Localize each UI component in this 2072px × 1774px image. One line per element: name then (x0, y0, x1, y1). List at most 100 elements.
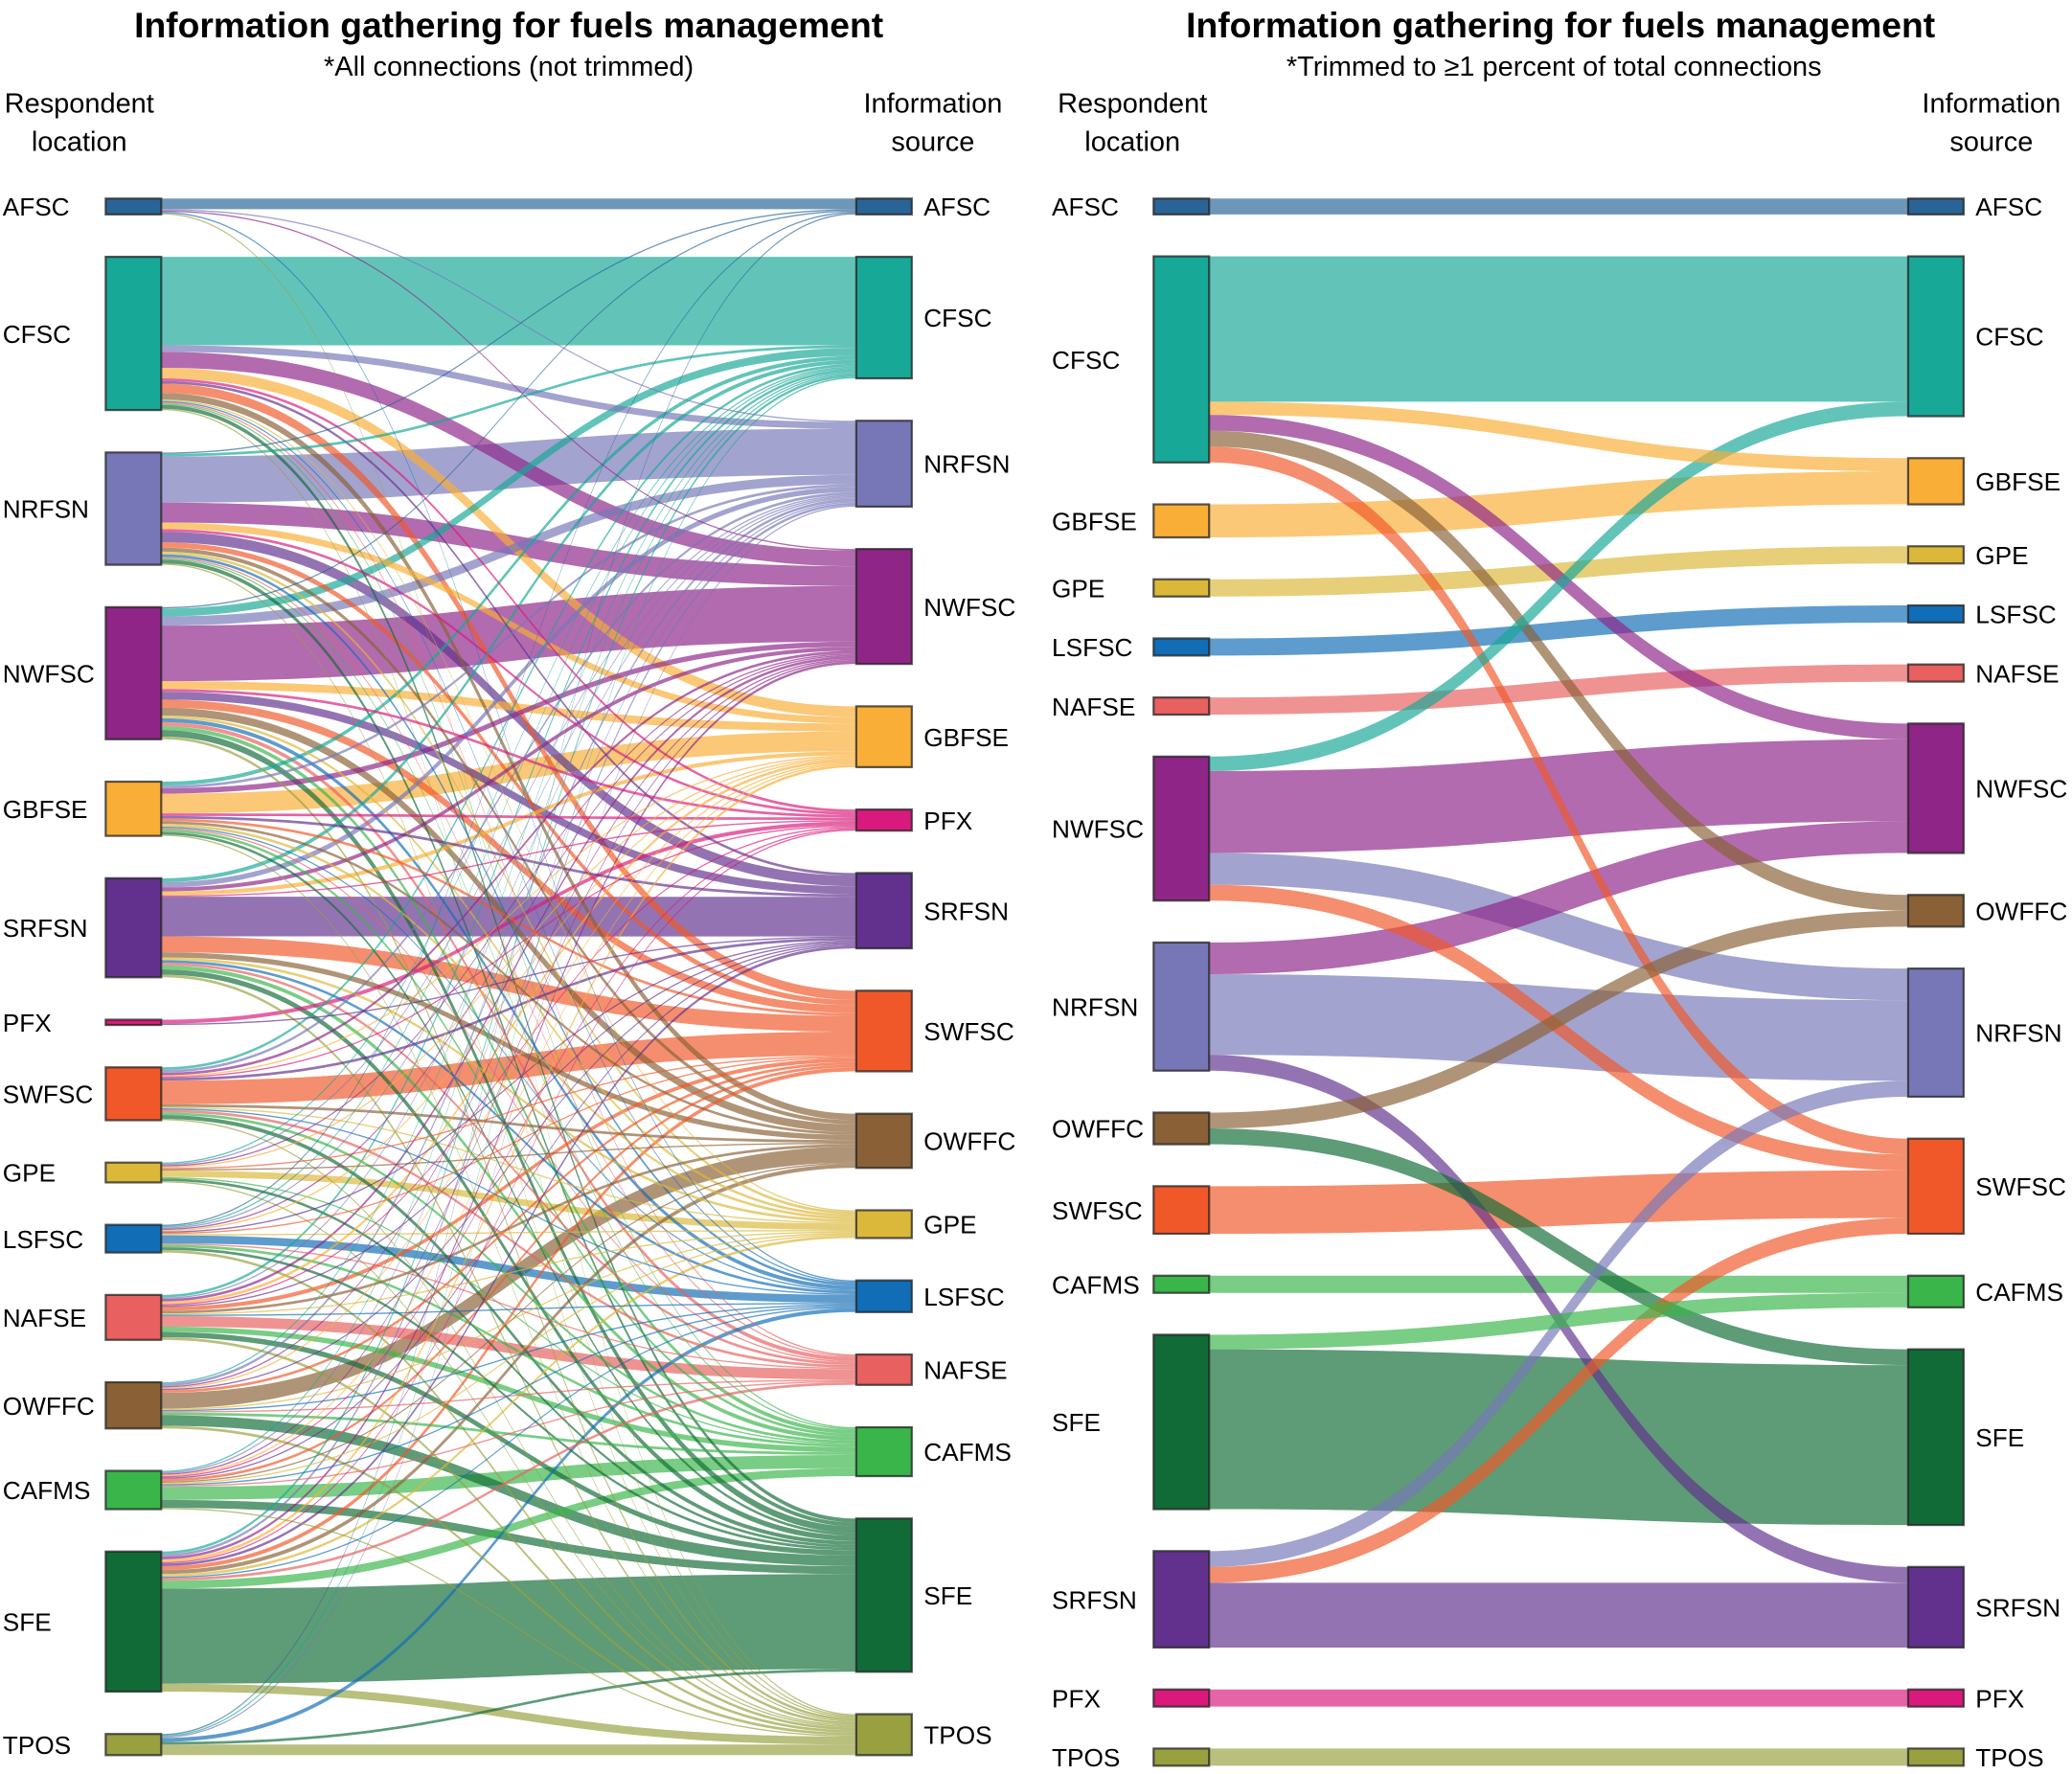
left-column-header: Respondent (1058, 89, 1207, 120)
link-cfsc-to-gbfse (1209, 401, 1908, 472)
link-nafse-to-srfsn (161, 942, 856, 1308)
right-node-label: NWFSC (923, 593, 1015, 622)
left-node-gbfse (104, 780, 163, 837)
link-gpe-to-tpos (161, 1181, 856, 1728)
link-sfe-to-tpos (161, 1683, 856, 1745)
left-node-nwfsc (1152, 755, 1211, 902)
link-nwfsc-to-nrfsn (161, 474, 856, 626)
right-node-pfx (1906, 1688, 1965, 1708)
link-cfsc-to-gpe (161, 399, 856, 1212)
link-gbfse-to-nafse (161, 828, 856, 1363)
right-node-afsc (1906, 197, 1965, 216)
link-nrfsn-to-gpe (161, 551, 856, 1215)
left-node-sfe (104, 1550, 163, 1694)
link-nafse-to-cfsc (161, 369, 856, 1298)
left-node-label: SFE (1052, 1408, 1101, 1437)
link-nafse-to-gbfse (161, 759, 856, 1305)
right-node-label: CAFMS (1975, 1278, 2063, 1307)
link-tpos-to-lsfsc (161, 1308, 856, 1742)
left-node-owffc (104, 1380, 163, 1430)
link-lsfsc-to-gbfse (161, 758, 856, 1232)
link-cafms-to-cafms (161, 1454, 856, 1500)
right-node-cfsc (854, 255, 913, 380)
link-cfsc-to-pfx (161, 378, 856, 812)
left-node-label: OWFFC (3, 1392, 95, 1421)
link-swfsc-to-gbfse (161, 755, 856, 1077)
link-nrfsn-to-swfsc (161, 542, 856, 1006)
left-node-label: CFSC (1052, 346, 1120, 375)
link-swfsc-to-tpos (161, 1119, 856, 1726)
left-node-gbfse (1152, 503, 1211, 539)
link-lsfsc-to-cafms (161, 1244, 856, 1447)
right-node-gbfse (1906, 457, 1965, 506)
left-node-nwfsc (104, 605, 163, 740)
left-node-label: TPOS (3, 1731, 71, 1760)
right-node-label: OWFFC (923, 1127, 1015, 1156)
link-sfe-to-nafse (161, 1382, 856, 1581)
left-node-swfsc (104, 1066, 163, 1122)
link-owffc-to-tpos (161, 1425, 856, 1736)
link-nrfsn-to-pfx (161, 529, 856, 815)
right-node-label: CFSC (923, 304, 991, 332)
link-gpe-to-cfsc (161, 366, 856, 1165)
right-node-label: NWFSC (1975, 775, 2067, 804)
left-node-label: SFE (3, 1608, 52, 1637)
link-sfe-to-gbfse (161, 764, 856, 1562)
right-node-label: CFSC (1975, 323, 2043, 352)
right-column-header: source (1949, 127, 2033, 158)
right-node-label: GPE (923, 1211, 976, 1240)
link-cafms-to-gpe (161, 1234, 856, 1485)
link-gbfse-to-lsfsc (161, 826, 856, 1291)
link-nrfsn-to-nafse (161, 557, 856, 1357)
link-gbfse-to-cafms (161, 829, 856, 1437)
left-node-label: PFX (1052, 1684, 1101, 1713)
link-cafms-to-srfsn (161, 944, 856, 1479)
right-node-label: SWFSC (1975, 1172, 2066, 1201)
link-cafms-to-nwfsc (161, 660, 856, 1475)
right-node-label: GBFSE (1975, 467, 2061, 496)
link-cfsc-to-nwfsc (161, 352, 856, 567)
left-node-owffc (1152, 1111, 1211, 1146)
link-lsfsc-to-srfsn (161, 940, 856, 1233)
left-node-label: AFSC (3, 193, 70, 221)
right-node-label: PFX (1975, 1684, 2024, 1713)
left-node-label: NWFSC (3, 659, 95, 688)
link-cfsc-to-nwfsc (1209, 415, 1908, 739)
link-lsfsc-to-nwfsc (161, 654, 856, 1231)
left-node-label: PFX (3, 1009, 52, 1037)
link-afsc-to-lsfsc (161, 212, 856, 1283)
link-owffc-to-gbfse (161, 762, 856, 1389)
link-lsfsc-to-swfsc (161, 1057, 856, 1235)
right-node-afsc (854, 197, 913, 216)
link-cfsc-to-owffc (161, 393, 856, 1121)
right-node-lsfsc (854, 1279, 913, 1313)
link-cfsc-to-lsfsc (161, 400, 856, 1284)
link-swfsc-to-cfsc (161, 363, 856, 1071)
link-owffc-to-sfe (1209, 1128, 1908, 1366)
right-node-nafse (854, 1353, 913, 1386)
right-node-label: OWFFC (1975, 897, 2067, 925)
link-nwfsc-to-nwfsc (161, 585, 856, 682)
link-swfsc-to-lsfsc (161, 1108, 856, 1295)
left-column-header: location (32, 127, 127, 158)
link-cfsc-to-nafse (161, 401, 856, 1356)
link-cafms-to-owffc (161, 1162, 856, 1483)
left-node-label: NAFSE (1052, 693, 1135, 721)
right-node-nwfsc (1906, 722, 1965, 854)
link-nwfsc-to-nrfsn (1209, 853, 1908, 1001)
left-node-label: SWFSC (3, 1080, 94, 1109)
link-nrfsn-to-afsc (161, 209, 856, 454)
link-gpe-to-cafms (161, 1176, 856, 1444)
links (161, 198, 856, 1756)
link-gbfse-to-swfsc (161, 818, 856, 1016)
right-node-label: NRFSN (923, 450, 1010, 479)
link-srfsn-to-cafms (161, 965, 856, 1441)
right-node-label: NAFSE (923, 1356, 1007, 1385)
right-node-label: SWFSC (923, 1017, 1014, 1046)
link-owffc-to-swfsc (161, 1061, 856, 1394)
link-cafms-to-cafms (1209, 1275, 1908, 1293)
link-srfsn-to-cfsc (161, 359, 856, 882)
link-gpe-to-swfsc (161, 1055, 856, 1170)
link-lsfsc-to-sfe (161, 1247, 856, 1551)
link-sfe-to-owffc (161, 1164, 856, 1575)
